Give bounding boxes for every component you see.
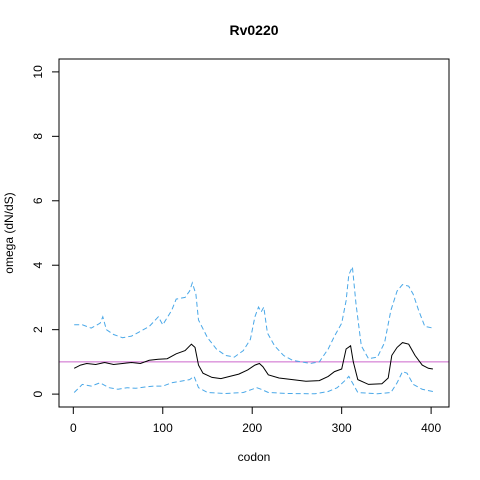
x-tick-label: 0: [70, 421, 77, 435]
y-tick-label: 10: [31, 65, 45, 79]
y-tick-label: 4: [31, 262, 45, 269]
x-tick-label: 300: [332, 421, 352, 435]
chart-title: Rv0220: [229, 22, 278, 38]
y-tick-label: 2: [31, 326, 45, 333]
y-tick-label: 6: [31, 197, 45, 204]
x-tick-label: 100: [153, 421, 173, 435]
y-tick-label: 0: [31, 390, 45, 397]
plot-area: [59, 264, 449, 395]
mean-omega-line: [73, 342, 433, 385]
x-axis-label: codon: [238, 450, 271, 464]
y-tick-label: 8: [31, 133, 45, 140]
y-axis-label: omega (dN/dS): [2, 192, 16, 273]
x-tick-label: 400: [421, 421, 441, 435]
lower-ci-line: [73, 370, 434, 395]
plot-frame: [58, 58, 450, 408]
x-tick-label: 200: [242, 421, 262, 435]
